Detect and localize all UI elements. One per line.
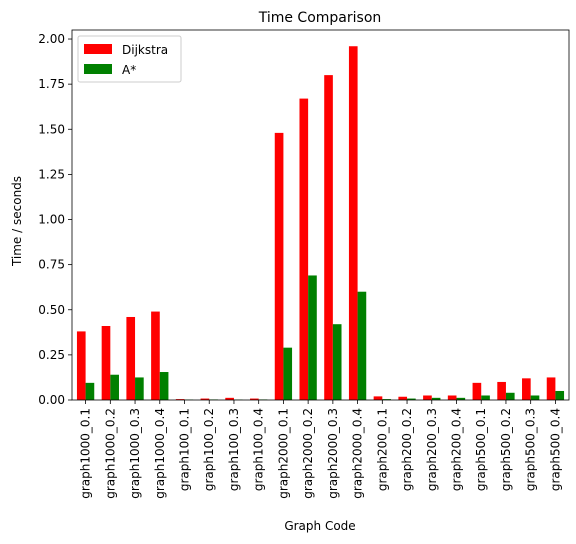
bar-dijkstra-11: [348, 46, 358, 401]
plot-frame: [71, 29, 570, 401]
bar-dijkstra-18: [522, 378, 531, 400]
bar-dijkstra-15: [447, 395, 457, 400]
bar-dijkstra-16: [472, 382, 482, 400]
bar-a--10: [332, 324, 342, 400]
x-axis-label: Graph Code: [284, 519, 355, 533]
chart-title: Time Comparison: [258, 10, 382, 26]
y-tick-label: 0.00: [38, 393, 65, 407]
bar-dijkstra-3: [151, 311, 160, 400]
x-tick-label: graph1000_0.4: [153, 408, 167, 499]
bar-dijkstra-10: [324, 75, 333, 401]
x-tick-label: graph200_0.1: [375, 408, 389, 491]
bar-dijkstra-17: [497, 381, 506, 400]
x-tick-label: graph100_0.3: [227, 408, 241, 491]
x-tick-label: graph1000_0.2: [103, 408, 117, 499]
x-tick-label: graph2000_0.1: [276, 408, 290, 499]
bar-a--12: [382, 399, 391, 400]
y-tick-label: 0.25: [38, 348, 65, 362]
bar-a--17: [505, 392, 515, 400]
y-tick-label: 1.50: [38, 122, 65, 136]
bar-dijkstra-19: [546, 377, 556, 400]
y-axis-label: Time / seconds: [10, 176, 24, 267]
bar-dijkstra-12: [373, 396, 383, 400]
x-tick-label: graph100_0.4: [252, 408, 266, 491]
bar-dijkstra-8: [274, 132, 284, 400]
legend-label: A*: [122, 63, 136, 77]
x-tick-label: graph200_0.2: [400, 408, 414, 491]
bar-a--16: [481, 395, 490, 400]
y-tick-label: 0.75: [38, 258, 65, 272]
bar-dijkstra-4: [175, 399, 185, 400]
bar-dijkstra-5: [200, 398, 210, 400]
bar-dijkstra-13: [398, 396, 408, 400]
bar-a--3: [159, 372, 169, 400]
bar-dijkstra-7: [250, 398, 259, 400]
y-tick-label: 1.00: [38, 213, 65, 227]
bar-a--9: [308, 275, 317, 400]
x-tick-label: graph200_0.4: [449, 408, 463, 491]
bar-a--0: [85, 382, 95, 400]
x-tick-label: graph2000_0.4: [351, 408, 365, 499]
bar-dijkstra-6: [225, 397, 234, 400]
bar-dijkstra-14: [423, 395, 432, 400]
bar-a--8: [283, 347, 293, 400]
bar-a--19: [555, 390, 565, 400]
legend-swatch: [84, 44, 112, 54]
plot-area: [76, 46, 565, 401]
legend-swatch: [84, 64, 112, 74]
bar-a--13: [407, 398, 416, 400]
bar-a--1: [110, 374, 119, 400]
x-tick-label: graph500_0.2: [499, 408, 513, 491]
axes: 0.00 0.25 0.50 0.75 1.00 1.25 1.50 1.75 2.00 grap…: [38, 29, 570, 499]
x-tick-label: graph200_0.3: [425, 408, 439, 491]
legend: Dijkstra A*: [77, 35, 182, 83]
x-tick-label: graph1000_0.3: [128, 408, 142, 499]
y-tick-label: 1.25: [38, 167, 65, 181]
bar-a--18: [530, 395, 540, 400]
y-tick-label: 0.50: [38, 303, 65, 317]
x-tick-label: graph100_0.1: [178, 408, 192, 491]
x-tick-label: graph500_0.4: [548, 408, 562, 491]
bar-dijkstra-1: [101, 326, 111, 400]
bar-dijkstra-9: [299, 98, 309, 400]
bar-a--15: [456, 397, 466, 400]
bar-dijkstra-0: [76, 331, 86, 400]
x-tick-label: graph1000_0.1: [79, 408, 93, 499]
x-tick-label: graph2000_0.2: [301, 408, 315, 499]
legend-label: Dijkstra: [122, 43, 168, 57]
bar-dijkstra-2: [126, 316, 136, 400]
bar-a--2: [135, 377, 144, 400]
bar-a--14: [431, 397, 441, 400]
bar-a--11: [357, 291, 367, 400]
y-tick-label: 1.75: [38, 77, 65, 91]
x-tick-label: graph100_0.2: [202, 408, 216, 491]
y-tick-label: 2.00: [38, 32, 65, 46]
x-tick-label: graph500_0.3: [524, 408, 538, 491]
x-tick-label: graph500_0.1: [474, 408, 488, 491]
x-tick-label: graph2000_0.3: [326, 408, 340, 499]
